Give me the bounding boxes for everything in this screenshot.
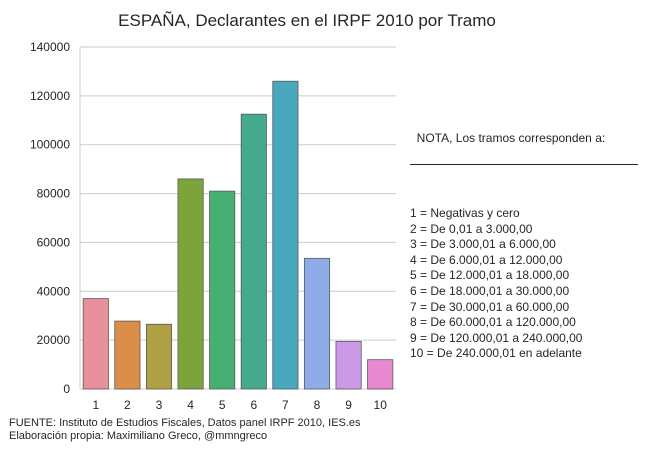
grid-lines: [79, 46, 396, 390]
bar-9: [335, 340, 362, 390]
note-line: 8 = De 60.000,01 a 120.000,00: [410, 315, 576, 330]
x-tick-label: 8: [314, 398, 321, 412]
note-box: NOTA, Los tramos corresponden a: 1 = Neg…: [410, 115, 638, 378]
y-tick-label: 120000: [30, 89, 70, 103]
y-tick-label: 60000: [37, 235, 71, 249]
x-tick-labels: 1 2 3 4 5 6 7 8 9 10: [92, 398, 387, 412]
source-text: FUENTE: Instituto de Estudios Fiscales, …: [9, 417, 361, 443]
note-line: 10 = De 240.000,01 en adelante: [410, 346, 582, 361]
x-tick-label: 9: [345, 398, 352, 412]
bar-2: [114, 320, 141, 390]
chart-title: ESPAÑA, Declarantes en el IRPF 2010 por …: [118, 11, 496, 30]
x-tick-label: 6: [250, 398, 257, 412]
source-line-2: Elaboración propia: Maximiliano Greco, @…: [9, 430, 268, 442]
note-line: 6 = De 18.000,01 a 30.000,00: [410, 283, 570, 298]
bar-4: [177, 178, 204, 390]
note-line: 3 = De 3.000,01 a 6.000,00: [410, 237, 556, 252]
note-line: 4 = De 6.000,01 a 12.000,00: [410, 252, 563, 267]
bars: [82, 80, 394, 390]
note-line: 9 = De 120.000,01 a 240.000,00: [410, 330, 583, 345]
y-tick-label: 20000: [37, 333, 71, 347]
y-tick-label: 100000: [30, 138, 70, 152]
x-tick-label: 7: [282, 398, 289, 412]
bar-6: [240, 113, 267, 390]
y-tick-label: 40000: [37, 284, 71, 298]
bar-7: [272, 80, 299, 390]
note-line: 1 = Negativas y cero: [410, 205, 520, 220]
x-tick-label: 1: [92, 398, 99, 412]
x-tick-label: 10: [374, 398, 388, 412]
bar-1: [82, 298, 109, 390]
y-tick-label: 80000: [37, 187, 71, 201]
source-line-1: FUENTE: Instituto de Estudios Fiscales, …: [9, 417, 361, 429]
note-line: 2 = De 0,01 a 3.000,00: [410, 221, 533, 236]
x-tick-label: 2: [124, 398, 131, 412]
note-line: 5 = De 12.000,01 a 18.000,00: [410, 268, 570, 283]
note-separator: [410, 163, 638, 165]
y-tick-labels: 0 20000 40000 60000 80000 100000 120000 140000: [30, 40, 70, 396]
bar-8: [303, 257, 331, 390]
note-heading: NOTA, Los tramos corresponden a:: [416, 130, 606, 145]
x-tick-label: 4: [187, 398, 194, 412]
y-tick-label: 0: [63, 382, 70, 396]
x-tick-label: 3: [156, 398, 163, 412]
note-lines: 1 = Negativas y cero 2 = De 0,01 a 3.000,…: [410, 206, 638, 362]
x-tick-label: 5: [219, 398, 226, 412]
bar-10: [367, 359, 394, 390]
y-tick-label: 140000: [30, 40, 70, 54]
note-line: 7 = De 30.000,01 a 60.000,00: [410, 299, 570, 314]
bar-3: [145, 323, 173, 390]
bar-5: [209, 190, 236, 390]
